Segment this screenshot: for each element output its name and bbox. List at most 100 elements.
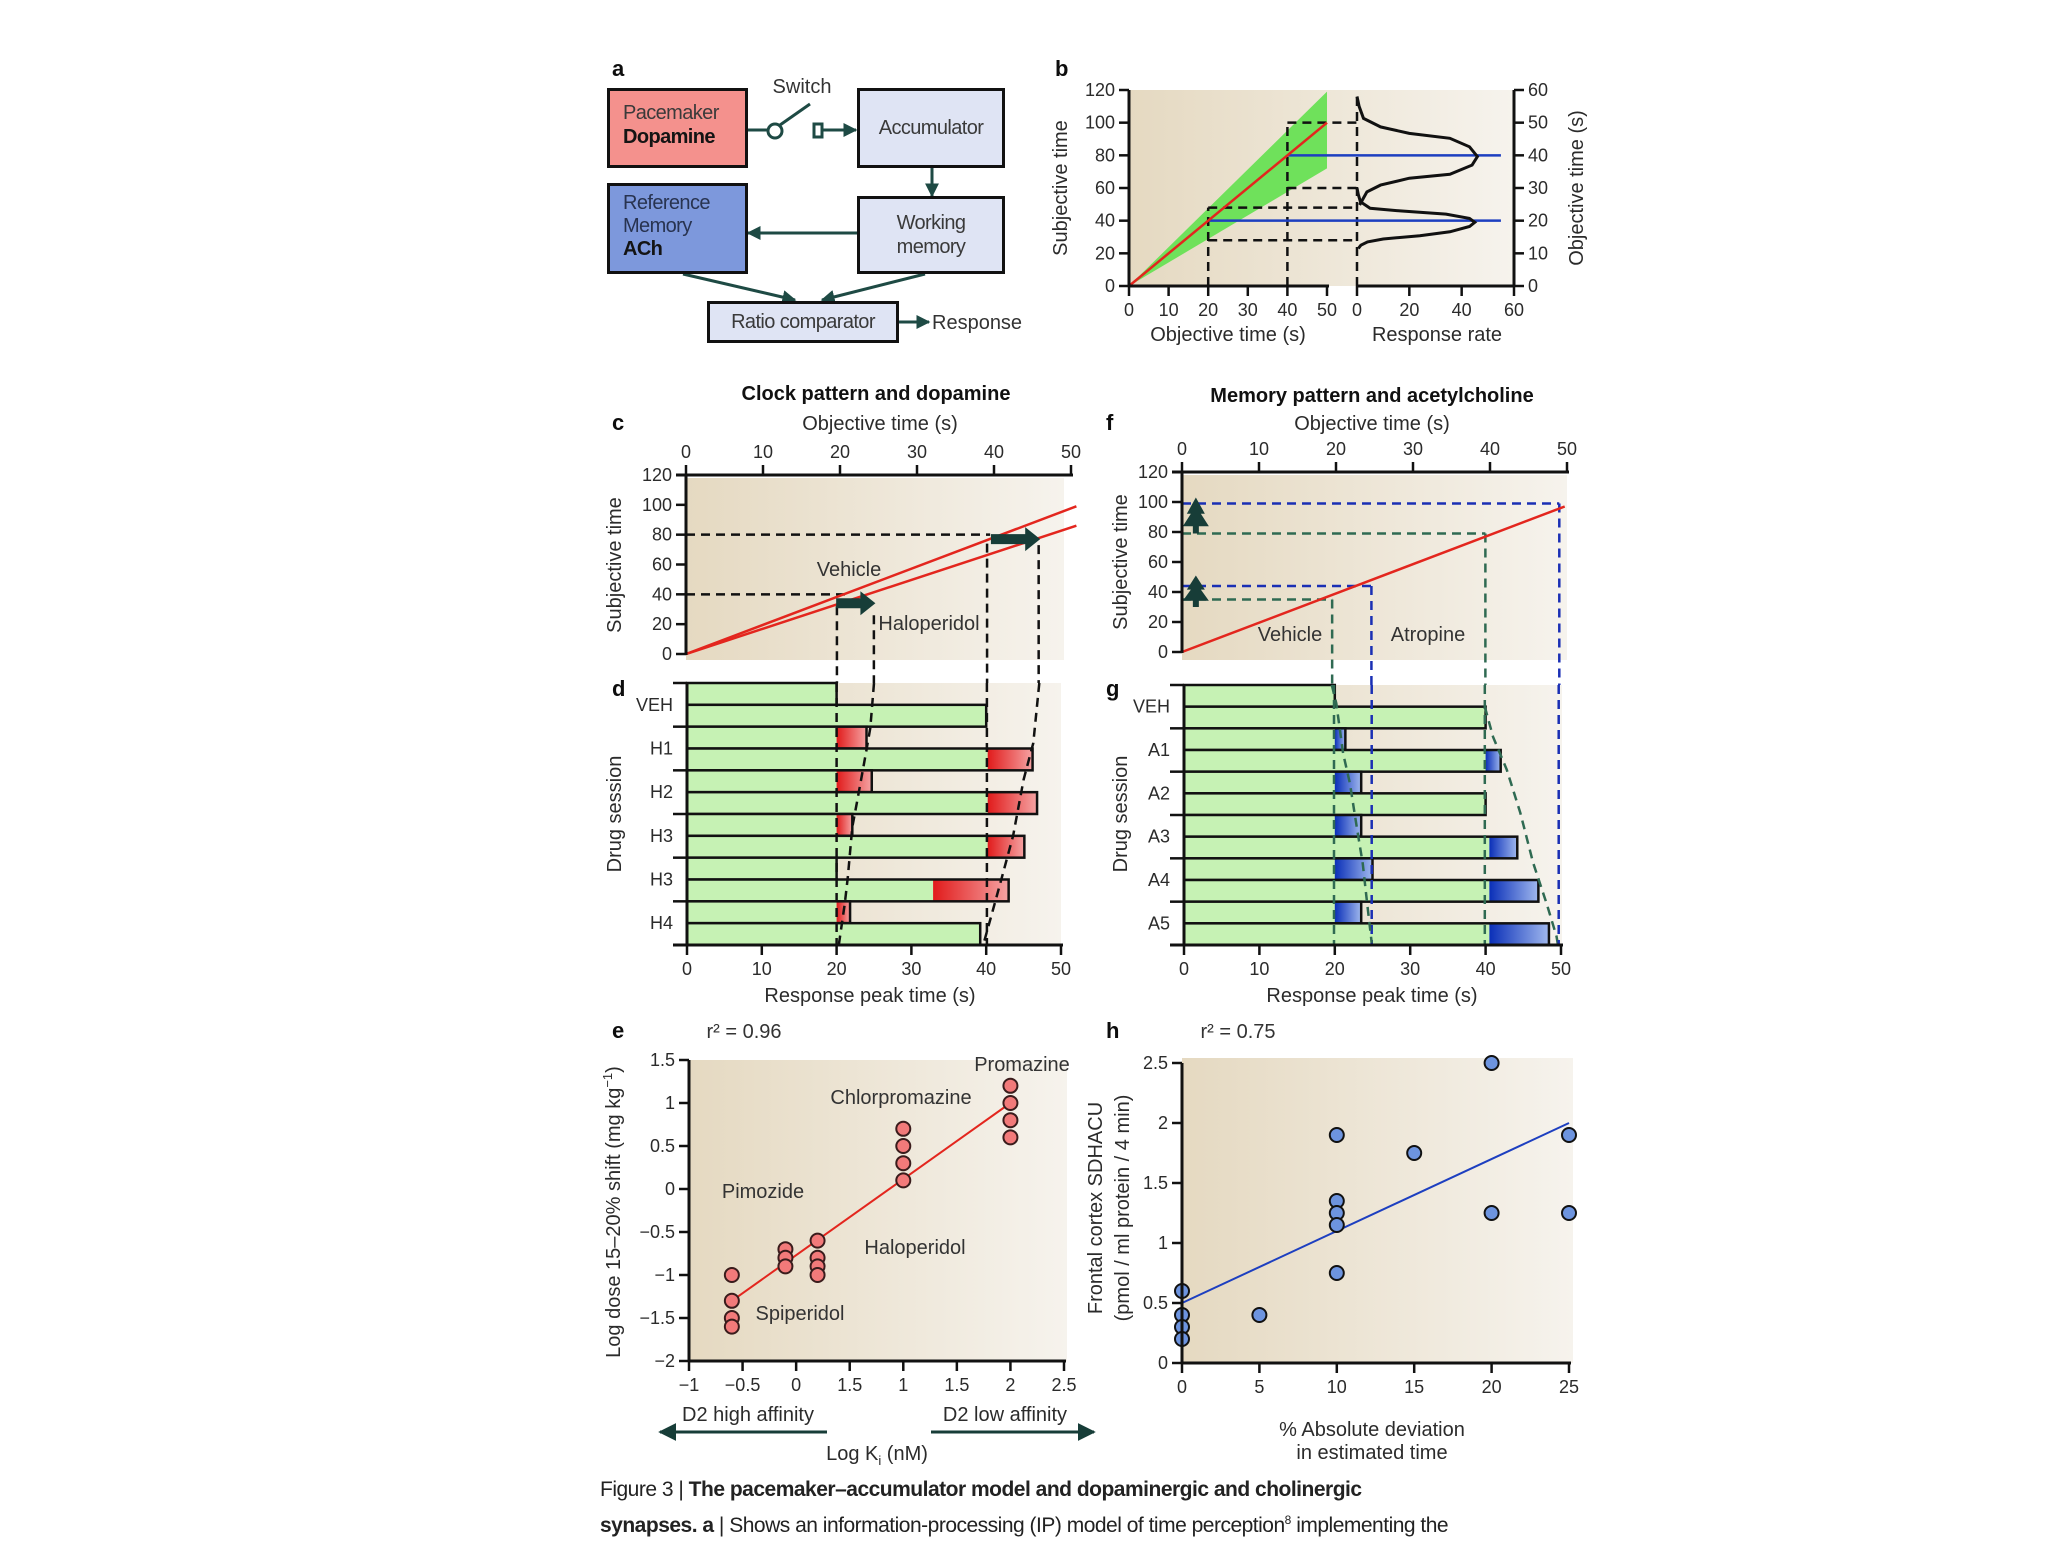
panel-e-x-axis-title: Log Ki (nM) (826, 1443, 928, 1468)
data-point (1328, 1217, 1345, 1233)
data-point-promazine (1002, 1112, 1019, 1129)
data-point-haloperidol (809, 1232, 826, 1249)
response-output-label: Response (932, 312, 1022, 334)
reference-memory-to-comparator-arrow (682, 272, 797, 304)
bar-baseline-segment (687, 835, 988, 858)
bar-baseline-segment (1184, 685, 1335, 707)
bar-shift-segment (1334, 771, 1362, 794)
panel-d-y-axis-title: Drug session (604, 756, 626, 873)
x-axis-title-end: (nM) (881, 1443, 928, 1465)
bar-baseline-segment (687, 770, 837, 793)
y-axis-title-end: ) (603, 1066, 625, 1073)
bar-shift-segment (933, 879, 1009, 902)
y-tick-label: 60 (1095, 178, 1115, 198)
y-tick-label: 0.5 (1143, 1293, 1168, 1313)
bar-baseline-segment (687, 683, 837, 705)
y-axis-title-superscript: −1 (600, 1073, 615, 1088)
panel-label-d: d (612, 676, 625, 701)
panel-label-h: h (1106, 1018, 1119, 1043)
x-tick-label: 20 (1326, 439, 1346, 459)
x-tick-label: 0 (681, 442, 691, 462)
x-tick-label: 1.5 (837, 1375, 862, 1395)
x-tick-label: 20 (827, 959, 847, 979)
panel-b-right-axis-title: Objective time (s) (1566, 110, 1588, 266)
haloperidol-line-label: Haloperidol (878, 613, 979, 635)
bar-shift-segment (1334, 858, 1373, 880)
bar-shift-segment (1489, 836, 1518, 859)
bar-baseline-segment (687, 879, 934, 902)
bar-baseline-segment (1184, 901, 1335, 924)
x-tick-label: 50 (1317, 300, 1337, 320)
y-tick-label: 80 (1148, 522, 1168, 542)
y-tick-label: 1 (665, 1093, 675, 1113)
panel-label-f: f (1106, 410, 1114, 435)
x-tick-label: 50 (1061, 442, 1081, 462)
data-point-spiperidol (723, 1318, 740, 1335)
guide-line-dashed (837, 682, 876, 946)
high-affinity-label: D2 high affinity (682, 1404, 814, 1426)
regression-line (1181, 1122, 1570, 1304)
session-label: A1 (1148, 740, 1170, 760)
data-point-promazine (1002, 1095, 1019, 1111)
y-tick-label: 20 (1528, 211, 1548, 231)
x-tick-label: 0 (1352, 300, 1362, 320)
guide-line-dashed (1483, 706, 1560, 946)
shift-arrow-icon (836, 591, 876, 616)
bar-baseline-segment (1184, 880, 1490, 902)
bar-baseline-segment (1184, 923, 1490, 945)
bar-baseline-segment (1184, 771, 1335, 794)
panel-d-x-axis-title: Response peak time (s) (764, 985, 975, 1007)
bar-baseline-segment (1184, 836, 1490, 859)
panel-label-e: e (612, 1018, 624, 1043)
x-tick-label: 30 (907, 442, 927, 462)
data-point-chlorpromazine (895, 1172, 912, 1189)
haloperidol-label: Haloperidol (864, 1237, 965, 1259)
reference-label: Reference (623, 192, 710, 214)
y-tick-label: 40 (1148, 582, 1168, 602)
panel-label-a: a (612, 56, 625, 81)
bar-shift-segment (836, 770, 872, 793)
x-tick-label: 20 (1198, 300, 1218, 320)
accumulator-label: Accumulator (878, 117, 984, 139)
x-tick-label: 10 (1249, 959, 1269, 979)
memory-label: Memory (623, 215, 692, 237)
data-point-pimozide (777, 1258, 794, 1275)
y-tick-label: 50 (1528, 113, 1548, 133)
data-point-chlorpromazine (895, 1155, 912, 1172)
panel-f-y-axis-title: Subjective time (1110, 494, 1132, 630)
data-point (1561, 1205, 1577, 1221)
chart-c: 0 20 40 60 80 100 120 0 10 20 30 40 50 (642, 442, 1081, 683)
y-tick-label: −0.5 (639, 1222, 675, 1242)
panel-h-x-axis-title-line1: % Absolute deviation (1279, 1419, 1465, 1441)
bar-shift-segment (836, 814, 853, 836)
panel-a-connectors (682, 102, 939, 329)
y-axis-title-text: Log dose 15–20% shift (mg kg (603, 1088, 625, 1358)
x-tick-label: 10 (1327, 1377, 1347, 1397)
panel-b-response-axis-title: Response rate (1372, 324, 1502, 346)
y-tick-label: 0.5 (650, 1136, 675, 1156)
bar-shift-segment (1485, 750, 1501, 772)
panel-label-b: b (1055, 56, 1068, 81)
bar-shift-segment (987, 792, 1038, 814)
panel-e-r-squared: r² = 0.96 (706, 1021, 781, 1043)
y-tick-label: 1.5 (1143, 1173, 1168, 1193)
memory-marker-icon (1182, 575, 1209, 607)
x-axis-title-text: Log K (826, 1443, 879, 1465)
y-tick-label: 0 (662, 644, 672, 664)
figure-labels: a Switch Response b Subjective time Obje… (600, 56, 1588, 1468)
session-label: A3 (1148, 827, 1170, 847)
data-point (1328, 1265, 1345, 1281)
panel-h-x-axis-title-line2: in estimated time (1296, 1442, 1447, 1464)
figure-caption: Figure 3 | The pacemaker–accumulator mod… (600, 1474, 1449, 1541)
shift-arrow-icon (990, 527, 1041, 552)
y-tick-label: 30 (1528, 178, 1548, 198)
series-line-clock (1181, 505, 1566, 654)
caption-line-2: synapses. a | Shows an information-proce… (600, 1505, 1449, 1541)
ach-label: ACh (623, 238, 663, 260)
x-tick-label: 1.5 (944, 1375, 969, 1395)
panel-g-y-axis-title: Drug session (1110, 756, 1132, 873)
chart-h: 0 0.5 1 1.5 2 2.5 0 5 10 15 20 25 (1143, 1053, 1579, 1397)
x-tick-label: 5 (1254, 1377, 1264, 1397)
